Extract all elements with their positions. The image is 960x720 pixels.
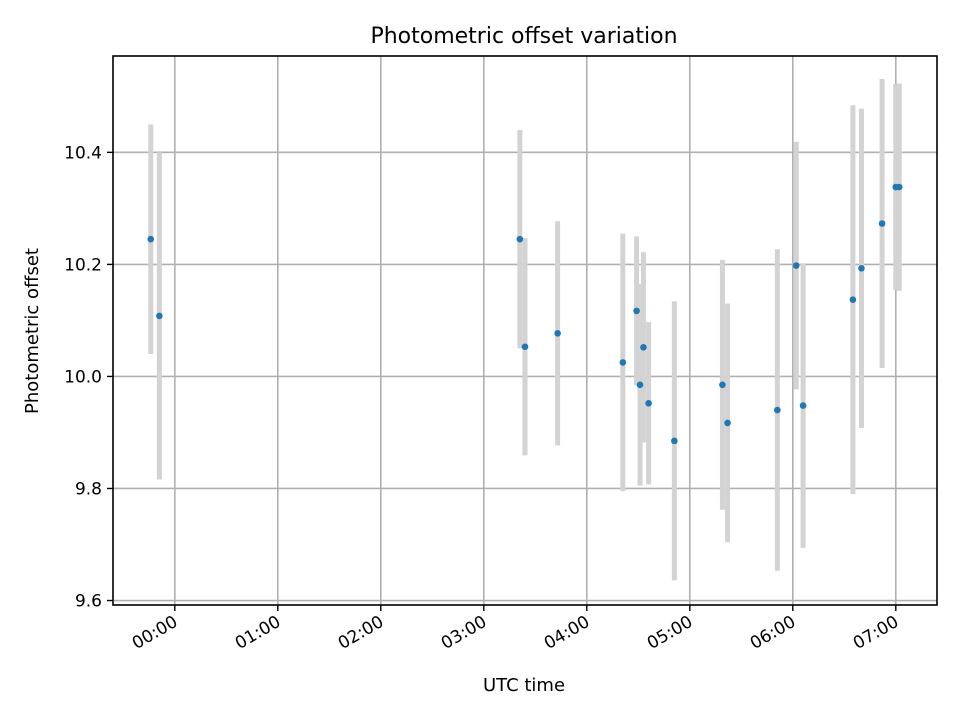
- x-tick-label: 07:00: [850, 612, 902, 654]
- x-tick-label: 01:00: [232, 612, 284, 654]
- grid-lines: [113, 56, 937, 605]
- data-points: [147, 183, 903, 445]
- data-point: [516, 235, 524, 243]
- data-point: [640, 344, 647, 351]
- y-tick-label: 9.6: [75, 592, 102, 612]
- data-point: [878, 220, 886, 227]
- y-tick-label: 10.2: [64, 255, 102, 275]
- data-point: [636, 381, 644, 389]
- data-point: [719, 381, 726, 389]
- data-point: [774, 406, 781, 414]
- y-axis-ticks: 9.6 9.8 10.0 10.2 10.4: [64, 143, 113, 612]
- data-point: [619, 359, 627, 366]
- data-point: [895, 183, 903, 191]
- chart-title: Photometric offset variation: [370, 24, 677, 49]
- data-point: [799, 402, 807, 409]
- data-point: [724, 419, 731, 427]
- y-tick-label: 9.8: [75, 479, 102, 499]
- x-axis-label: UTC time: [483, 675, 565, 696]
- data-point: [147, 235, 155, 243]
- error-bars: [148, 78, 902, 581]
- x-tick-label: 05:00: [644, 612, 696, 654]
- y-tick-label: 10.4: [64, 143, 102, 163]
- plot-frame: [112, 55, 938, 606]
- data-point: [156, 312, 163, 320]
- data-point: [792, 262, 800, 269]
- data-point: [554, 330, 561, 337]
- data-point: [858, 265, 865, 272]
- data-point: [633, 307, 640, 315]
- x-axis-ticks: 00:00 01:00 02:00 03:00 04:00 05:00 06:00 07:00: [129, 605, 902, 654]
- x-tick-label: 04:00: [541, 612, 593, 654]
- x-tick-label: 03:00: [438, 612, 490, 654]
- data-point: [645, 400, 652, 407]
- x-tick-label: 06:00: [747, 612, 799, 654]
- x-tick-label: 00:00: [129, 612, 181, 654]
- data-point: [671, 437, 678, 445]
- data-point: [521, 343, 529, 351]
- x-tick-label: 02:00: [335, 612, 387, 654]
- y-axis-label: Photometric offset: [22, 248, 43, 414]
- data-point: [849, 296, 857, 303]
- y-tick-label: 10.0: [64, 367, 102, 387]
